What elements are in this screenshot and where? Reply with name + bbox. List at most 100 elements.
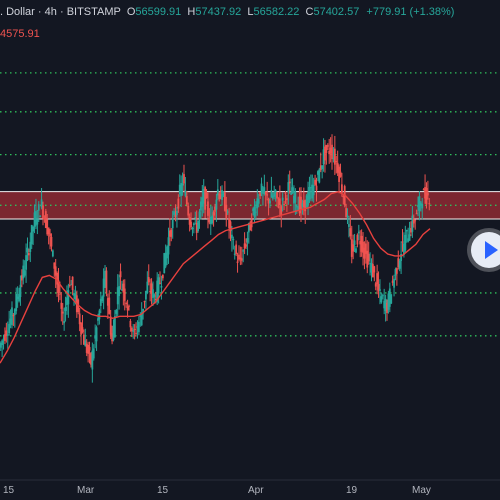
candle-body (159, 282, 161, 284)
candle-body (98, 310, 101, 320)
candle-body (195, 222, 198, 233)
candle-body (226, 211, 229, 213)
candle-body (121, 289, 123, 291)
ohlc-low: L56582.22 (247, 6, 300, 18)
interval[interactable]: 4h (44, 6, 57, 18)
candle-body (0, 342, 2, 348)
candle-body (66, 297, 68, 305)
candle-body (180, 183, 183, 196)
candle-body (53, 262, 56, 269)
candle-body (305, 195, 308, 208)
candle-body (60, 302, 63, 309)
candle-body (335, 161, 338, 163)
candle-body (332, 157, 335, 159)
candle-body (39, 216, 42, 218)
candle-body (28, 253, 30, 256)
candle-body (2, 338, 5, 340)
candle-body (137, 321, 140, 333)
candle-body (287, 182, 290, 193)
candle-body (154, 298, 157, 301)
candle-body (321, 165, 324, 170)
candle-body (80, 322, 82, 335)
candle-body (269, 200, 271, 204)
candle-body (384, 298, 387, 312)
candle-body (105, 270, 108, 293)
candle-body (256, 198, 259, 209)
candle-body (260, 183, 263, 194)
candle-body (122, 283, 125, 293)
candle-body (30, 224, 33, 245)
candle-body (267, 199, 270, 204)
candle-body (273, 192, 276, 197)
candle-body (271, 195, 274, 199)
candle-body (106, 298, 109, 306)
candle-body (99, 298, 102, 306)
candle-body (225, 204, 228, 218)
x-tick-label: 15 (3, 485, 15, 496)
candle-body (126, 306, 129, 311)
candle-body (6, 334, 9, 336)
candle-body (387, 293, 390, 310)
candle-body (411, 215, 414, 232)
candle-body (222, 194, 225, 196)
candle-body (208, 218, 211, 223)
candle-body (9, 318, 12, 325)
candle-body (91, 350, 94, 370)
candle-body (286, 198, 288, 201)
candle-body (247, 223, 250, 233)
candle-body (108, 297, 111, 314)
x-tick-label: Mar (77, 485, 95, 496)
candle-body (160, 285, 163, 288)
candle-body (118, 286, 121, 297)
candle-body (23, 270, 26, 276)
candle-body (16, 296, 19, 299)
candle-body (188, 217, 191, 225)
candle-body (128, 305, 130, 307)
candle-body (238, 254, 240, 260)
candle-body (167, 237, 170, 255)
candle-body (163, 253, 166, 274)
candle-body (35, 211, 37, 226)
candle-body (4, 334, 6, 341)
candle-body (240, 258, 243, 261)
candle-body (309, 187, 312, 189)
candle-body (209, 216, 212, 225)
candle-body (370, 263, 373, 273)
candle-body (348, 224, 350, 227)
candle-body (315, 185, 318, 191)
candle-body (339, 171, 342, 177)
candle-body (257, 198, 260, 204)
ohlc-high: H57437.92 (187, 6, 242, 18)
candle-body (81, 327, 84, 333)
candle-body (270, 190, 273, 198)
candle-body (152, 289, 154, 298)
candle-body (328, 150, 331, 155)
replay-play-button[interactable] (471, 232, 500, 268)
candle-body (190, 221, 192, 228)
candle-body (70, 284, 73, 286)
candle-body (54, 266, 57, 276)
candle-body (421, 203, 424, 209)
symbol-name[interactable]: . Dollar (0, 6, 35, 18)
candle-body (207, 201, 209, 216)
candle-body (359, 240, 362, 245)
candle-body (173, 211, 176, 216)
candle-body (145, 290, 147, 300)
candle-body (319, 165, 322, 171)
candle-body (355, 248, 357, 253)
candle-body (204, 187, 207, 210)
candle-body (221, 190, 223, 200)
candle-body (183, 174, 185, 184)
play-icon (485, 241, 498, 259)
candle-body (345, 208, 348, 217)
candle-body (223, 192, 226, 211)
candle-body (85, 343, 88, 353)
candle-body (308, 186, 311, 200)
candle-body (362, 241, 364, 253)
candle-body (20, 275, 23, 281)
candle-body (135, 332, 137, 334)
candle-body (424, 187, 426, 199)
candle-body (280, 206, 283, 215)
candle-body (300, 196, 302, 210)
